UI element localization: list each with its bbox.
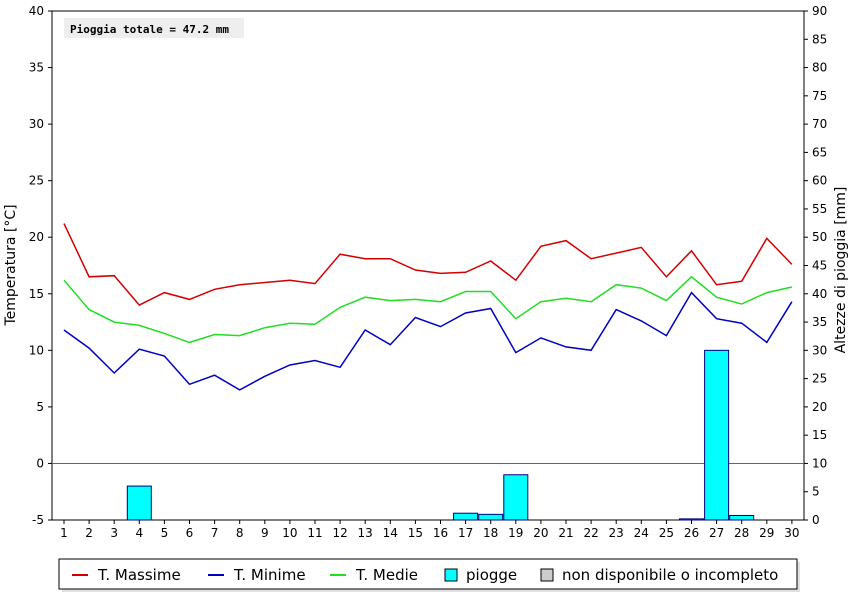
y-right-tick-label: 45 bbox=[812, 259, 827, 273]
x-tick-label: 24 bbox=[634, 526, 649, 540]
y-right-tick-label: 55 bbox=[812, 202, 827, 216]
x-tick-label: 26 bbox=[684, 526, 699, 540]
y-left-tick-label: 10 bbox=[29, 343, 44, 357]
y-left-tick-label: 30 bbox=[29, 117, 44, 131]
legend-label: non disponibile o incompleto bbox=[562, 566, 778, 584]
x-tick-label: 5 bbox=[161, 526, 169, 540]
legend-label: T. Medie bbox=[355, 566, 418, 584]
x-tick-label: 20 bbox=[533, 526, 548, 540]
x-tick-label: 22 bbox=[583, 526, 598, 540]
y-right-tick-label: 80 bbox=[812, 61, 827, 75]
y-right-tick-label: 90 bbox=[812, 4, 827, 18]
rain-total-annotation: Pioggia totale = 47.2 mm bbox=[64, 18, 244, 38]
y-right-tick-label: 70 bbox=[812, 117, 827, 131]
x-tick-label: 27 bbox=[709, 526, 724, 540]
rain-bar bbox=[704, 349, 730, 521]
y-left-tick-label: -5 bbox=[32, 513, 44, 527]
max-temperature-line bbox=[63, 223, 793, 307]
legend-label: piogge bbox=[466, 566, 517, 584]
y-right-tick-label: 0 bbox=[812, 513, 820, 527]
legend-swatch-box bbox=[444, 568, 458, 582]
x-tick-label: 11 bbox=[307, 526, 322, 540]
x-tick-label: 2 bbox=[85, 526, 93, 540]
y-left-tick-label: 25 bbox=[29, 174, 44, 188]
rain-bar bbox=[126, 485, 152, 521]
x-tick-label: 10 bbox=[282, 526, 297, 540]
legend-item-max: T. Massime bbox=[72, 566, 181, 584]
x-tick-label: 28 bbox=[734, 526, 749, 540]
y-left-tick-label: 35 bbox=[29, 61, 44, 75]
y-right-tick-label: 40 bbox=[812, 287, 827, 301]
x-tick-label: 30 bbox=[784, 526, 799, 540]
legend-swatch-box bbox=[540, 568, 554, 582]
y-right-tick-label: 65 bbox=[812, 145, 827, 159]
y-right-tick-label: 50 bbox=[812, 230, 827, 244]
x-tick-label: 21 bbox=[558, 526, 573, 540]
legend-item-min: T. Minime bbox=[208, 566, 306, 584]
x-tick-label: 19 bbox=[508, 526, 523, 540]
y-left-axis-title: Temperatura [°C] bbox=[3, 204, 19, 326]
x-tick-label: 17 bbox=[458, 526, 473, 540]
mean-temperature-line bbox=[63, 275, 793, 344]
x-tick-label: 23 bbox=[609, 526, 624, 540]
x-tick-label: 13 bbox=[358, 526, 373, 540]
legend-item-mean: T. Medie bbox=[330, 566, 418, 584]
legend-label: T. Minime bbox=[233, 566, 306, 584]
rain-bar bbox=[453, 512, 479, 521]
x-tick-label: 16 bbox=[433, 526, 448, 540]
rain-bar bbox=[729, 514, 755, 521]
y-right-tick-label: 5 bbox=[812, 485, 820, 499]
rain-bar bbox=[679, 518, 704, 521]
y-right-axis-title: Altezze di pioggia [mm] bbox=[833, 187, 849, 354]
x-tick-label: 18 bbox=[483, 526, 498, 540]
y-left-tick-label: 40 bbox=[29, 4, 44, 18]
y-left-tick-label: 0 bbox=[36, 456, 44, 470]
plot-area bbox=[51, 10, 805, 521]
rain-bar bbox=[478, 513, 504, 521]
y-left-tick-label: 20 bbox=[29, 230, 44, 244]
x-tick-label: 25 bbox=[659, 526, 674, 540]
y-right-tick-label: 30 bbox=[812, 343, 827, 357]
y-right-tick-label: 85 bbox=[812, 32, 827, 46]
y-right-tick-label: 10 bbox=[812, 456, 827, 470]
y-right-tick-label: 60 bbox=[812, 174, 827, 188]
x-tick-label: 7 bbox=[211, 526, 219, 540]
annotation-box bbox=[64, 18, 244, 38]
y-left-tick-label: 5 bbox=[36, 400, 44, 414]
legend-item-not-available: non disponibile o incompleto bbox=[540, 566, 778, 584]
x-tick-label: 9 bbox=[261, 526, 269, 540]
y-left-tick-label: 15 bbox=[29, 287, 44, 301]
x-tick-label: 12 bbox=[332, 526, 347, 540]
y-right-tick-label: 20 bbox=[812, 400, 827, 414]
annotation-text: Pioggia totale = 47.2 mm bbox=[70, 23, 229, 36]
x-tick-label: 6 bbox=[186, 526, 194, 540]
y-right-tick-label: 75 bbox=[812, 89, 827, 103]
min-temperature-line bbox=[63, 291, 793, 391]
axes: -505101520253035400510152025303540455055… bbox=[29, 4, 828, 540]
legend-label: T. Massime bbox=[97, 566, 181, 584]
x-tick-label: 3 bbox=[110, 526, 118, 540]
x-tick-label: 14 bbox=[383, 526, 398, 540]
y-right-tick-label: 35 bbox=[812, 315, 827, 329]
x-tick-label: 4 bbox=[135, 526, 143, 540]
x-tick-label: 29 bbox=[759, 526, 774, 540]
legend: T. Massime T. Minime T. Medie piogge non dis… bbox=[58, 558, 800, 592]
legend-box bbox=[58, 558, 798, 590]
y-right-tick-label: 15 bbox=[812, 428, 827, 442]
legend-item-rain: piogge bbox=[444, 566, 517, 584]
x-tick-label: 15 bbox=[408, 526, 423, 540]
temperature-lines bbox=[63, 223, 793, 391]
y-right-tick-label: 25 bbox=[812, 372, 827, 386]
rain-bar bbox=[503, 474, 529, 521]
x-tick-label: 1 bbox=[60, 526, 68, 540]
x-tick-label: 8 bbox=[236, 526, 244, 540]
